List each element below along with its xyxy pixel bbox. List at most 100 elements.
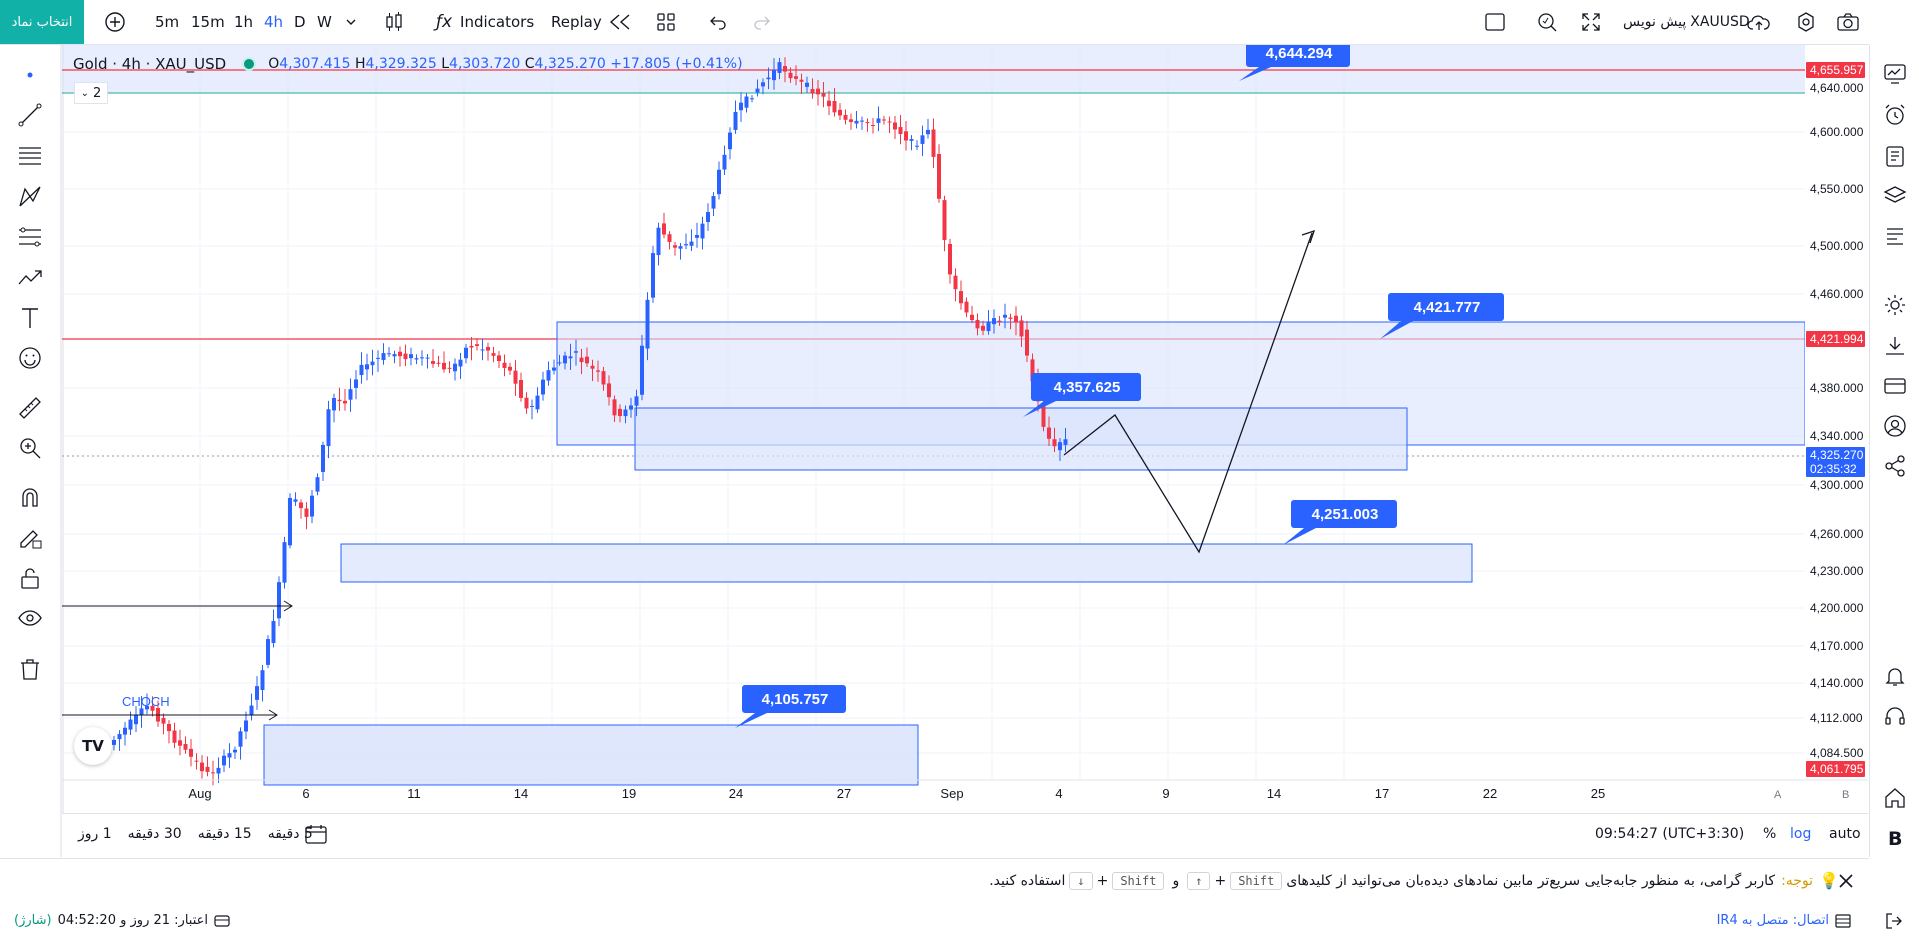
emoji-tool[interactable] (14, 342, 46, 374)
cloud-save-button[interactable] (1746, 0, 1772, 44)
magnet-tool[interactable] (14, 481, 46, 513)
layers-button[interactable] (1880, 181, 1910, 211)
price-chart[interactable]: CHOCH 4,644.294 4,421.777 4,357.625 4,251.00… (62, 45, 1868, 857)
trendline-tool[interactable] (14, 99, 46, 131)
recharge-link[interactable]: (شارژ) (14, 913, 52, 928)
tf-1h[interactable]: 1h (234, 13, 254, 31)
measure-tool[interactable] (14, 392, 46, 424)
cursor-tool[interactable] (14, 59, 46, 91)
pick-symbol-button[interactable]: انتخاب نماد (0, 0, 84, 44)
tf-4h[interactable]: 4h (264, 13, 284, 31)
notifications-button[interactable] (1880, 661, 1910, 691)
support-button[interactable] (1880, 701, 1910, 731)
broker-button[interactable]: B (1880, 823, 1910, 853)
position-icon (19, 227, 41, 247)
profile-button[interactable] (1880, 411, 1910, 441)
tf-5m[interactable]: 5m (155, 13, 180, 31)
tv-logo-icon: TV (82, 737, 104, 755)
tf-d[interactable]: D (294, 13, 306, 31)
zigzag-arrow-icon (18, 270, 42, 285)
settings-button[interactable] (1795, 0, 1817, 44)
axis-corner-a: A (1774, 789, 1782, 801)
range-1d[interactable]: 1 روز (78, 826, 112, 842)
logout-button[interactable] (1884, 911, 1904, 935)
details-button[interactable] (1880, 221, 1910, 251)
svg-text:B: B (1888, 828, 1902, 850)
candle (739, 102, 743, 111)
legend-collapse-button[interactable]: ⌄ 2 (74, 82, 108, 104)
candle (876, 118, 881, 123)
candle (255, 686, 259, 700)
candle (1014, 315, 1018, 323)
zoom-tool[interactable] (14, 432, 46, 464)
candle (337, 399, 342, 402)
lock-drawings-tool[interactable] (14, 562, 46, 594)
candle (865, 122, 870, 124)
legend-title[interactable]: Gold · 4h · XAU_USD (73, 55, 227, 73)
open-label: O (268, 56, 280, 72)
tf-w[interactable]: W (317, 13, 332, 31)
candle (777, 62, 782, 73)
redo-button[interactable] (752, 0, 772, 44)
remove-drawings-tool[interactable] (14, 653, 46, 685)
prediction-tool[interactable] (14, 221, 46, 253)
close-notice-button[interactable] (1836, 871, 1856, 895)
symbol-info[interactable]: پیش نویس XAUUSD (1623, 0, 1750, 44)
indicators-button[interactable]: ƒx Indicators (436, 0, 534, 44)
projection-tool[interactable] (14, 261, 46, 293)
goto-date-button[interactable] (304, 823, 328, 849)
add-symbol-button[interactable] (104, 0, 126, 44)
range-5m[interactable]: 5 دقیقه (267, 826, 313, 842)
candle (194, 760, 199, 762)
candle (145, 706, 149, 710)
layouts-button[interactable] (656, 0, 676, 44)
alerts-button[interactable] (1880, 100, 1910, 130)
price-tick: 4,460.000 (1810, 287, 1864, 301)
fullscreen-toggle[interactable] (1484, 0, 1506, 44)
replay-button[interactable]: Replay (551, 0, 633, 44)
snapshot-button[interactable] (1836, 0, 1860, 44)
candle (920, 135, 925, 144)
calendar-icon (305, 825, 327, 844)
watchlist-button[interactable] (1880, 59, 1910, 89)
percent-scale-button[interactable]: % (1763, 826, 1777, 842)
undo-button[interactable] (708, 0, 728, 44)
chart-type-button[interactable] (383, 0, 405, 44)
key-and: و (1172, 872, 1180, 889)
log-scale-button[interactable]: log (1790, 826, 1812, 842)
candle (695, 234, 699, 238)
tf-15m[interactable]: 15m (191, 13, 225, 31)
price-tick: 4,140.000 (1810, 676, 1864, 690)
clock[interactable]: 09:54:27 (UTC+3:30) (1595, 826, 1745, 842)
notice-label: توجه: (1781, 872, 1814, 889)
home-button[interactable] (1880, 783, 1910, 813)
stay-drawing-tool[interactable] (14, 522, 46, 554)
candle (216, 767, 221, 774)
notice-content: 💡 توجه: کاربر گرامی، به منظور جابه‌جایی … (989, 871, 1839, 890)
hide-drawings-tool[interactable] (14, 602, 46, 634)
tradingview-logo[interactable]: TV (74, 727, 112, 765)
expand-button[interactable] (1581, 0, 1601, 44)
tag-top (1806, 62, 1865, 78)
share-button[interactable] (1880, 451, 1910, 481)
settings-side-button[interactable] (1880, 290, 1910, 320)
candle (200, 762, 204, 772)
timeframe-dropdown[interactable] (345, 0, 357, 44)
candle (348, 389, 353, 400)
tag-bottom (1806, 761, 1865, 777)
wallet-button[interactable] (1880, 371, 1910, 401)
pattern-tool[interactable] (14, 181, 46, 213)
download-button[interactable] (1880, 331, 1910, 361)
text-tool[interactable] (14, 302, 46, 334)
fib-tool[interactable] (14, 140, 46, 172)
b-logo-icon: B (1888, 828, 1902, 850)
range-15m[interactable]: 15 دقیقه (197, 826, 252, 842)
candle (1052, 439, 1057, 447)
auto-scale-button[interactable]: auto (1829, 826, 1861, 842)
quick-search-button[interactable] (1536, 0, 1558, 44)
notice-bar: 💡 توجه: کاربر گرامی، به منظور جابه‌جایی … (0, 858, 1869, 906)
notes-button[interactable] (1880, 141, 1910, 171)
chart-area[interactable]: CHOCH 4,644.294 4,421.777 4,357.625 4,251.00… (62, 45, 1868, 857)
range-30m[interactable]: 30 دقیقه (127, 826, 182, 842)
price-callout-label: 4,251.003 (1312, 506, 1379, 523)
